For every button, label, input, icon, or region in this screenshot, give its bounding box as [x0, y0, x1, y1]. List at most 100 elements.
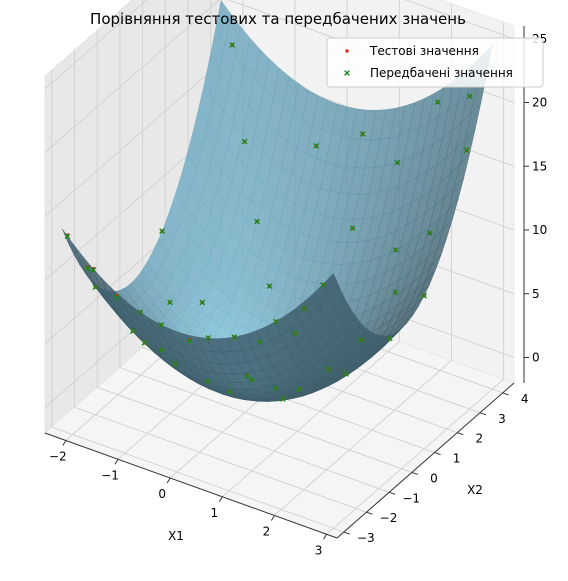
- predicted-point: [296, 386, 302, 393]
- predicted-point: [205, 335, 212, 341]
- legend-dot-marker: [345, 49, 349, 53]
- predicted-point: [231, 334, 238, 341]
- predicted-point: [158, 321, 165, 328]
- x-tick-label: −2: [49, 450, 67, 464]
- y-tick-label: 1: [453, 452, 461, 466]
- x-tick-label: −1: [101, 468, 119, 482]
- predicted-point: [167, 299, 173, 306]
- surface-plot: [62, 0, 493, 402]
- predicted-point: [129, 328, 136, 335]
- x-tick-mark: [323, 533, 328, 540]
- predicted-point: [358, 337, 364, 344]
- z-tick-label: 0: [532, 351, 540, 365]
- x-tick-mark: [62, 440, 67, 446]
- y-tick-label: 4: [521, 392, 529, 406]
- y-tick-label: 0: [430, 471, 438, 485]
- grid-line-y: [119, 10, 413, 473]
- x-tick-mark: [166, 477, 171, 484]
- predicted-point: [171, 360, 178, 367]
- y-tick-label: 3: [498, 412, 506, 426]
- y-tick-label: −3: [357, 531, 375, 545]
- y-axis-label: X2: [467, 483, 483, 497]
- predicted-point: [90, 267, 97, 273]
- grid-line-y: [142, 0, 435, 454]
- predicted-point: [325, 366, 332, 373]
- grid-line-y: [96, 30, 390, 493]
- predicted-point: [313, 142, 320, 149]
- predicted-point: [241, 138, 248, 145]
- x-tick-label: 2: [263, 525, 271, 539]
- predicted-point: [392, 246, 399, 253]
- y-tick-mark: [457, 432, 464, 436]
- grid-line-z: [44, 0, 515, 90]
- scatter-points: [64, 42, 473, 402]
- predicted-point: [158, 347, 165, 353]
- y-axis-line: [336, 382, 515, 539]
- predicted-point: [272, 385, 279, 392]
- legend-marker-test: [345, 49, 349, 53]
- y-tick-mark: [502, 392, 509, 396]
- x-tick-mark: [270, 515, 275, 521]
- predicted-point: [64, 233, 71, 240]
- legend-marker-predicted: [344, 70, 350, 76]
- grid-line-x: [326, 22, 505, 535]
- grid-line-y: [74, 50, 367, 513]
- y-tick-mark: [343, 531, 350, 535]
- y-tick-mark: [366, 511, 373, 515]
- surface-patch: [323, 272, 340, 298]
- predicted-point: [137, 309, 144, 316]
- predicted-point: [320, 281, 326, 288]
- y-tick-mark: [411, 471, 419, 475]
- x-tick-label: 3: [315, 543, 323, 557]
- predicted-point: [229, 42, 236, 48]
- predicted-point: [113, 294, 120, 300]
- predicted-point: [199, 299, 206, 306]
- predicted-point: [421, 292, 428, 299]
- predicted-point: [204, 378, 211, 385]
- predicted-point: [92, 284, 99, 291]
- z-tick-label: 5: [532, 287, 540, 301]
- predicted-point: [256, 339, 263, 345]
- predicted-point: [392, 289, 399, 296]
- predicted-point: [141, 339, 148, 346]
- x-tick-mark: [114, 458, 119, 465]
- y-tick-label: 2: [475, 432, 483, 446]
- chart-title: Порівняння тестових та передбачених знач…: [90, 10, 466, 28]
- legend-label-test: Тестові значення: [369, 44, 479, 58]
- z-tick-label: 15: [532, 159, 547, 173]
- predicted-point: [343, 370, 350, 377]
- legend-box: [326, 37, 544, 88]
- predicted-point: [466, 93, 473, 100]
- predicted-point: [159, 228, 165, 235]
- predicted-point: [244, 372, 251, 379]
- legend: Тестові значення Передбачені значення: [326, 37, 544, 88]
- predicted-point: [394, 159, 401, 166]
- z-tick-label: 10: [532, 223, 547, 237]
- predicted-point: [426, 230, 433, 237]
- predicted-point: [463, 147, 470, 154]
- legend-x-marker: [344, 70, 350, 76]
- predicted-point: [254, 218, 260, 225]
- predicted-point: [359, 131, 366, 137]
- predicted-point: [248, 376, 255, 383]
- predicted-point: [226, 388, 233, 395]
- y-tick-mark: [389, 491, 396, 495]
- predicted-point: [386, 335, 393, 342]
- predicted-point: [301, 305, 308, 312]
- predicted-point: [291, 330, 298, 337]
- x-tick-label: 1: [210, 506, 218, 520]
- x-tick-mark: [218, 496, 223, 503]
- x-axis-line: [44, 432, 338, 539]
- predicted-point: [349, 225, 356, 232]
- y-tick-mark: [479, 412, 487, 416]
- y-tick-mark: [434, 452, 441, 456]
- y-tick-label: −1: [402, 491, 420, 505]
- predicted-point: [279, 396, 286, 402]
- x-tick-label: 0: [158, 487, 166, 501]
- grid-line-x: [222, 0, 400, 498]
- predicted-point: [186, 338, 193, 345]
- grid-line-y: [51, 70, 344, 533]
- legend-label-predicted: Передбачені значення: [370, 66, 513, 80]
- x-axis-label: X1: [168, 529, 184, 543]
- z-tick-label: 20: [532, 96, 547, 110]
